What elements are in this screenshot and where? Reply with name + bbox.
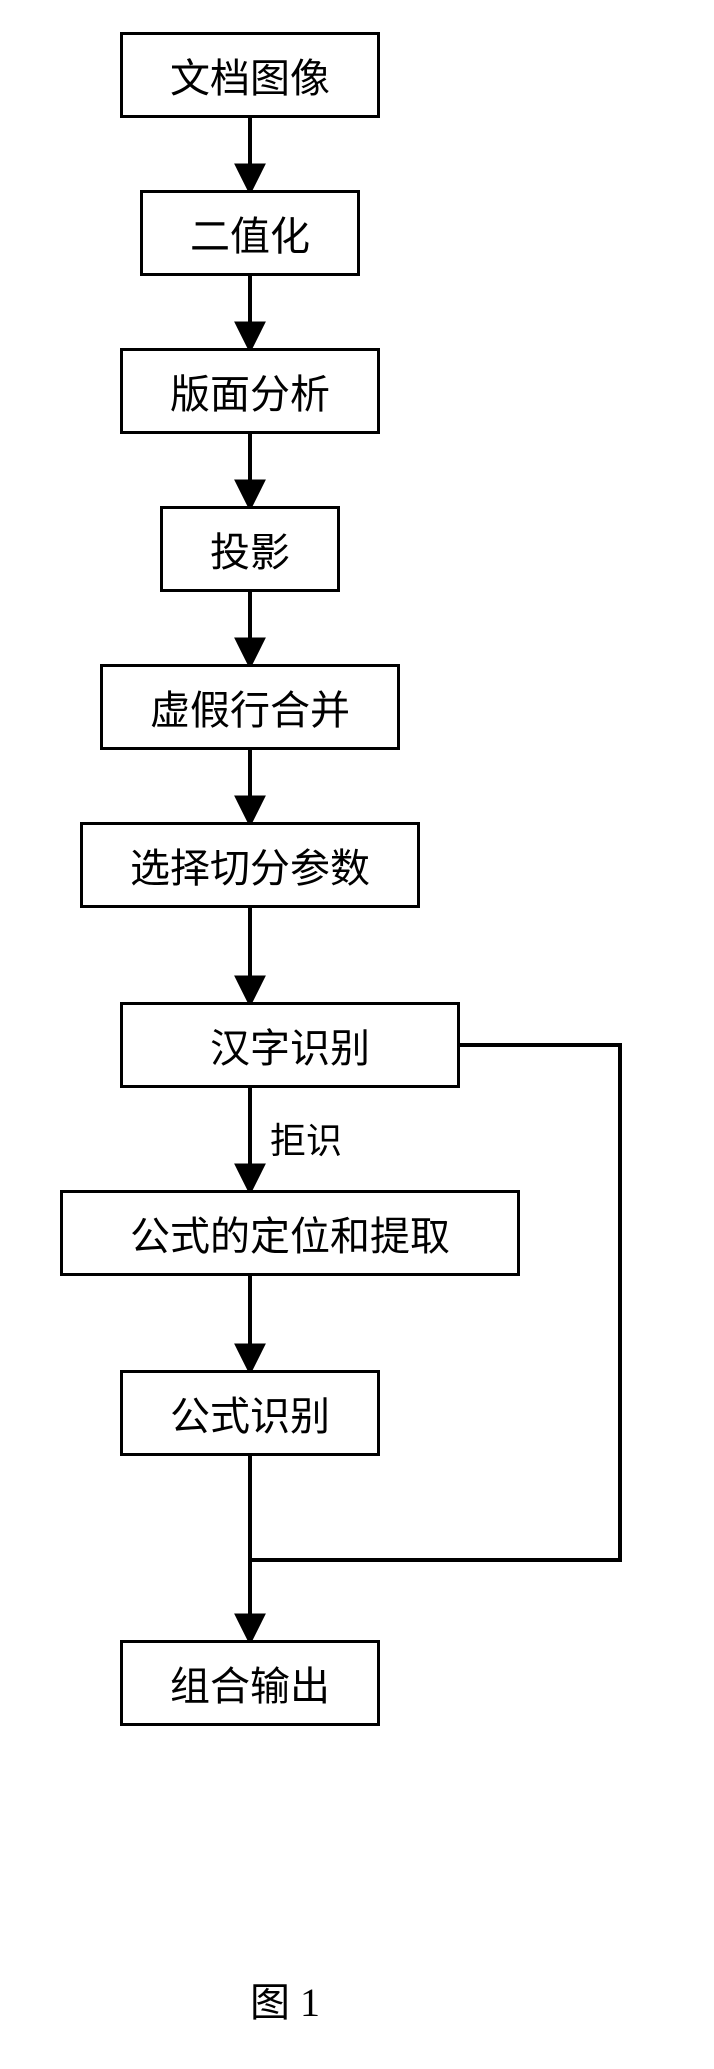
- flowchart-container: 文档图像 二值化 版面分析 投影 虚假行合并 选择切分参数 汉字识别 公式的定位…: [0, 0, 714, 2069]
- node-formula-locate-extract: 公式的定位和提取: [60, 1190, 520, 1276]
- node-label: 投影: [210, 520, 290, 578]
- node-select-segmentation-params: 选择切分参数: [80, 822, 420, 908]
- node-projection: 投影: [160, 506, 340, 592]
- node-label: 组合输出: [170, 1654, 330, 1712]
- node-label: 二值化: [190, 204, 310, 262]
- node-binarization: 二值化: [140, 190, 360, 276]
- edge-label-text: 拒识: [270, 1121, 342, 1161]
- node-label: 公式的定位和提取: [130, 1204, 450, 1262]
- node-combine-output: 组合输出: [120, 1640, 380, 1726]
- node-merge-false-lines: 虚假行合并: [100, 664, 400, 750]
- node-formula-recognition: 公式识别: [120, 1370, 380, 1456]
- node-label: 文档图像: [170, 46, 330, 104]
- node-label: 汉字识别: [210, 1016, 370, 1074]
- node-label: 虚假行合并: [150, 678, 350, 736]
- edge-label-reject: 拒识: [270, 1112, 342, 1164]
- figure-caption: 图 1: [250, 1970, 320, 2028]
- node-label: 选择切分参数: [130, 836, 370, 894]
- node-layout-analysis: 版面分析: [120, 348, 380, 434]
- node-label: 版面分析: [170, 362, 330, 420]
- node-document-image: 文档图像: [120, 32, 380, 118]
- node-chinese-recognition: 汉字识别: [120, 1002, 460, 1088]
- node-label: 公式识别: [170, 1384, 330, 1442]
- caption-text: 图 1: [250, 1980, 320, 2025]
